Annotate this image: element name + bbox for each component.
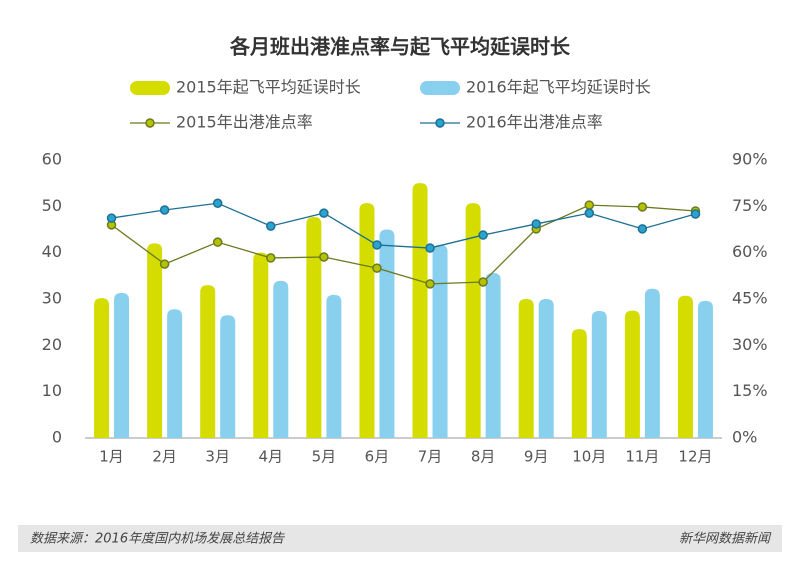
x-tick-label: 7月: [418, 448, 443, 466]
chart-title: 各月班出港准点率与起飞平均延误时长: [229, 35, 571, 59]
line-marker: [266, 253, 276, 263]
bar: [326, 294, 342, 438]
line-marker: [637, 224, 648, 234]
x-tick-label: 6月: [365, 448, 390, 466]
line-marker: [159, 205, 170, 215]
legend-label: 2016年起飞平均延误时长: [466, 78, 651, 97]
line-marker: [478, 230, 488, 240]
line-marker: [584, 200, 595, 210]
bar: [538, 299, 554, 438]
bar: [200, 285, 216, 438]
line-marker: [212, 237, 223, 247]
x-tick-label: 11月: [625, 448, 659, 466]
bar: [359, 203, 375, 438]
y-tick-label: 10: [42, 381, 62, 400]
x-tick-label: 2月: [152, 448, 177, 466]
x-tick-label: 12月: [678, 448, 712, 466]
bar: [677, 295, 693, 438]
line-marker: [425, 243, 435, 253]
legend-label: 2016年出港准点率: [466, 113, 603, 132]
y-tick-label: 60: [42, 150, 62, 169]
x-tick-label: 4月: [259, 448, 284, 466]
y-tick-label: 0: [52, 428, 62, 447]
line-marker: [372, 263, 382, 273]
line-marker: [425, 279, 435, 289]
legend-marker: [145, 118, 155, 128]
x-tick-label: 9月: [524, 448, 549, 466]
line-marker: [319, 208, 329, 218]
bar: [518, 299, 534, 438]
bar: [697, 300, 713, 438]
y2-tick-label: 60%: [732, 242, 768, 261]
line-marker: [690, 209, 701, 219]
y-tick-label: 50: [42, 196, 62, 215]
source: 数据来源：2016年度国内机场发展总结报告: [30, 532, 285, 547]
line-marker: [106, 213, 117, 223]
line-marker: [159, 259, 170, 269]
bar: [571, 329, 587, 438]
y2-tick-label: 15%: [732, 381, 768, 400]
line: [111, 202, 696, 249]
y2-tick-label: 75%: [732, 196, 768, 215]
line-marker: [372, 240, 382, 250]
y-tick-label: 40: [42, 242, 62, 261]
y2-tick-label: 30%: [732, 335, 768, 354]
bar: [432, 244, 448, 438]
legend-swatch: [420, 81, 460, 95]
line-marker: [266, 221, 276, 231]
bar: [147, 243, 163, 438]
bar: [624, 310, 640, 438]
legend-label: 2015年起飞平均延误时长: [176, 78, 361, 97]
bar: [220, 315, 236, 438]
y2-tick-label: 45%: [732, 289, 768, 308]
bar: [379, 229, 395, 438]
bar: [644, 288, 660, 438]
x-tick-label: 10月: [572, 448, 606, 466]
y2-tick-label: 90%: [732, 150, 768, 169]
bar: [412, 183, 428, 438]
bar: [114, 292, 130, 438]
bar: [465, 203, 481, 438]
bar: [94, 298, 110, 438]
bar: [273, 280, 289, 438]
bar: [167, 309, 183, 438]
y2-tick-label: 0%: [732, 428, 757, 447]
bar: [591, 311, 607, 438]
legend-swatch: [130, 81, 170, 95]
credit: 新华网数据新闻: [679, 532, 772, 547]
y-tick-label: 30: [42, 289, 62, 308]
line-marker: [531, 219, 541, 229]
bar: [306, 216, 322, 438]
footer-bar: [18, 525, 782, 552]
x-tick-label: 1月: [99, 448, 124, 466]
line-marker: [637, 202, 648, 212]
y-tick-label: 20: [42, 335, 62, 354]
x-tick-label: 8月: [471, 448, 496, 466]
legend-label: 2015年出港准点率: [176, 113, 313, 132]
line: [111, 204, 696, 285]
x-tick-label: 3月: [205, 448, 230, 466]
line-marker: [212, 198, 223, 208]
legend-marker: [435, 118, 445, 128]
bar: [485, 273, 501, 438]
line-marker: [478, 277, 488, 287]
x-tick-label: 5月: [312, 448, 337, 466]
line-marker: [584, 208, 595, 218]
bar: [253, 252, 269, 438]
line-marker: [319, 252, 329, 262]
